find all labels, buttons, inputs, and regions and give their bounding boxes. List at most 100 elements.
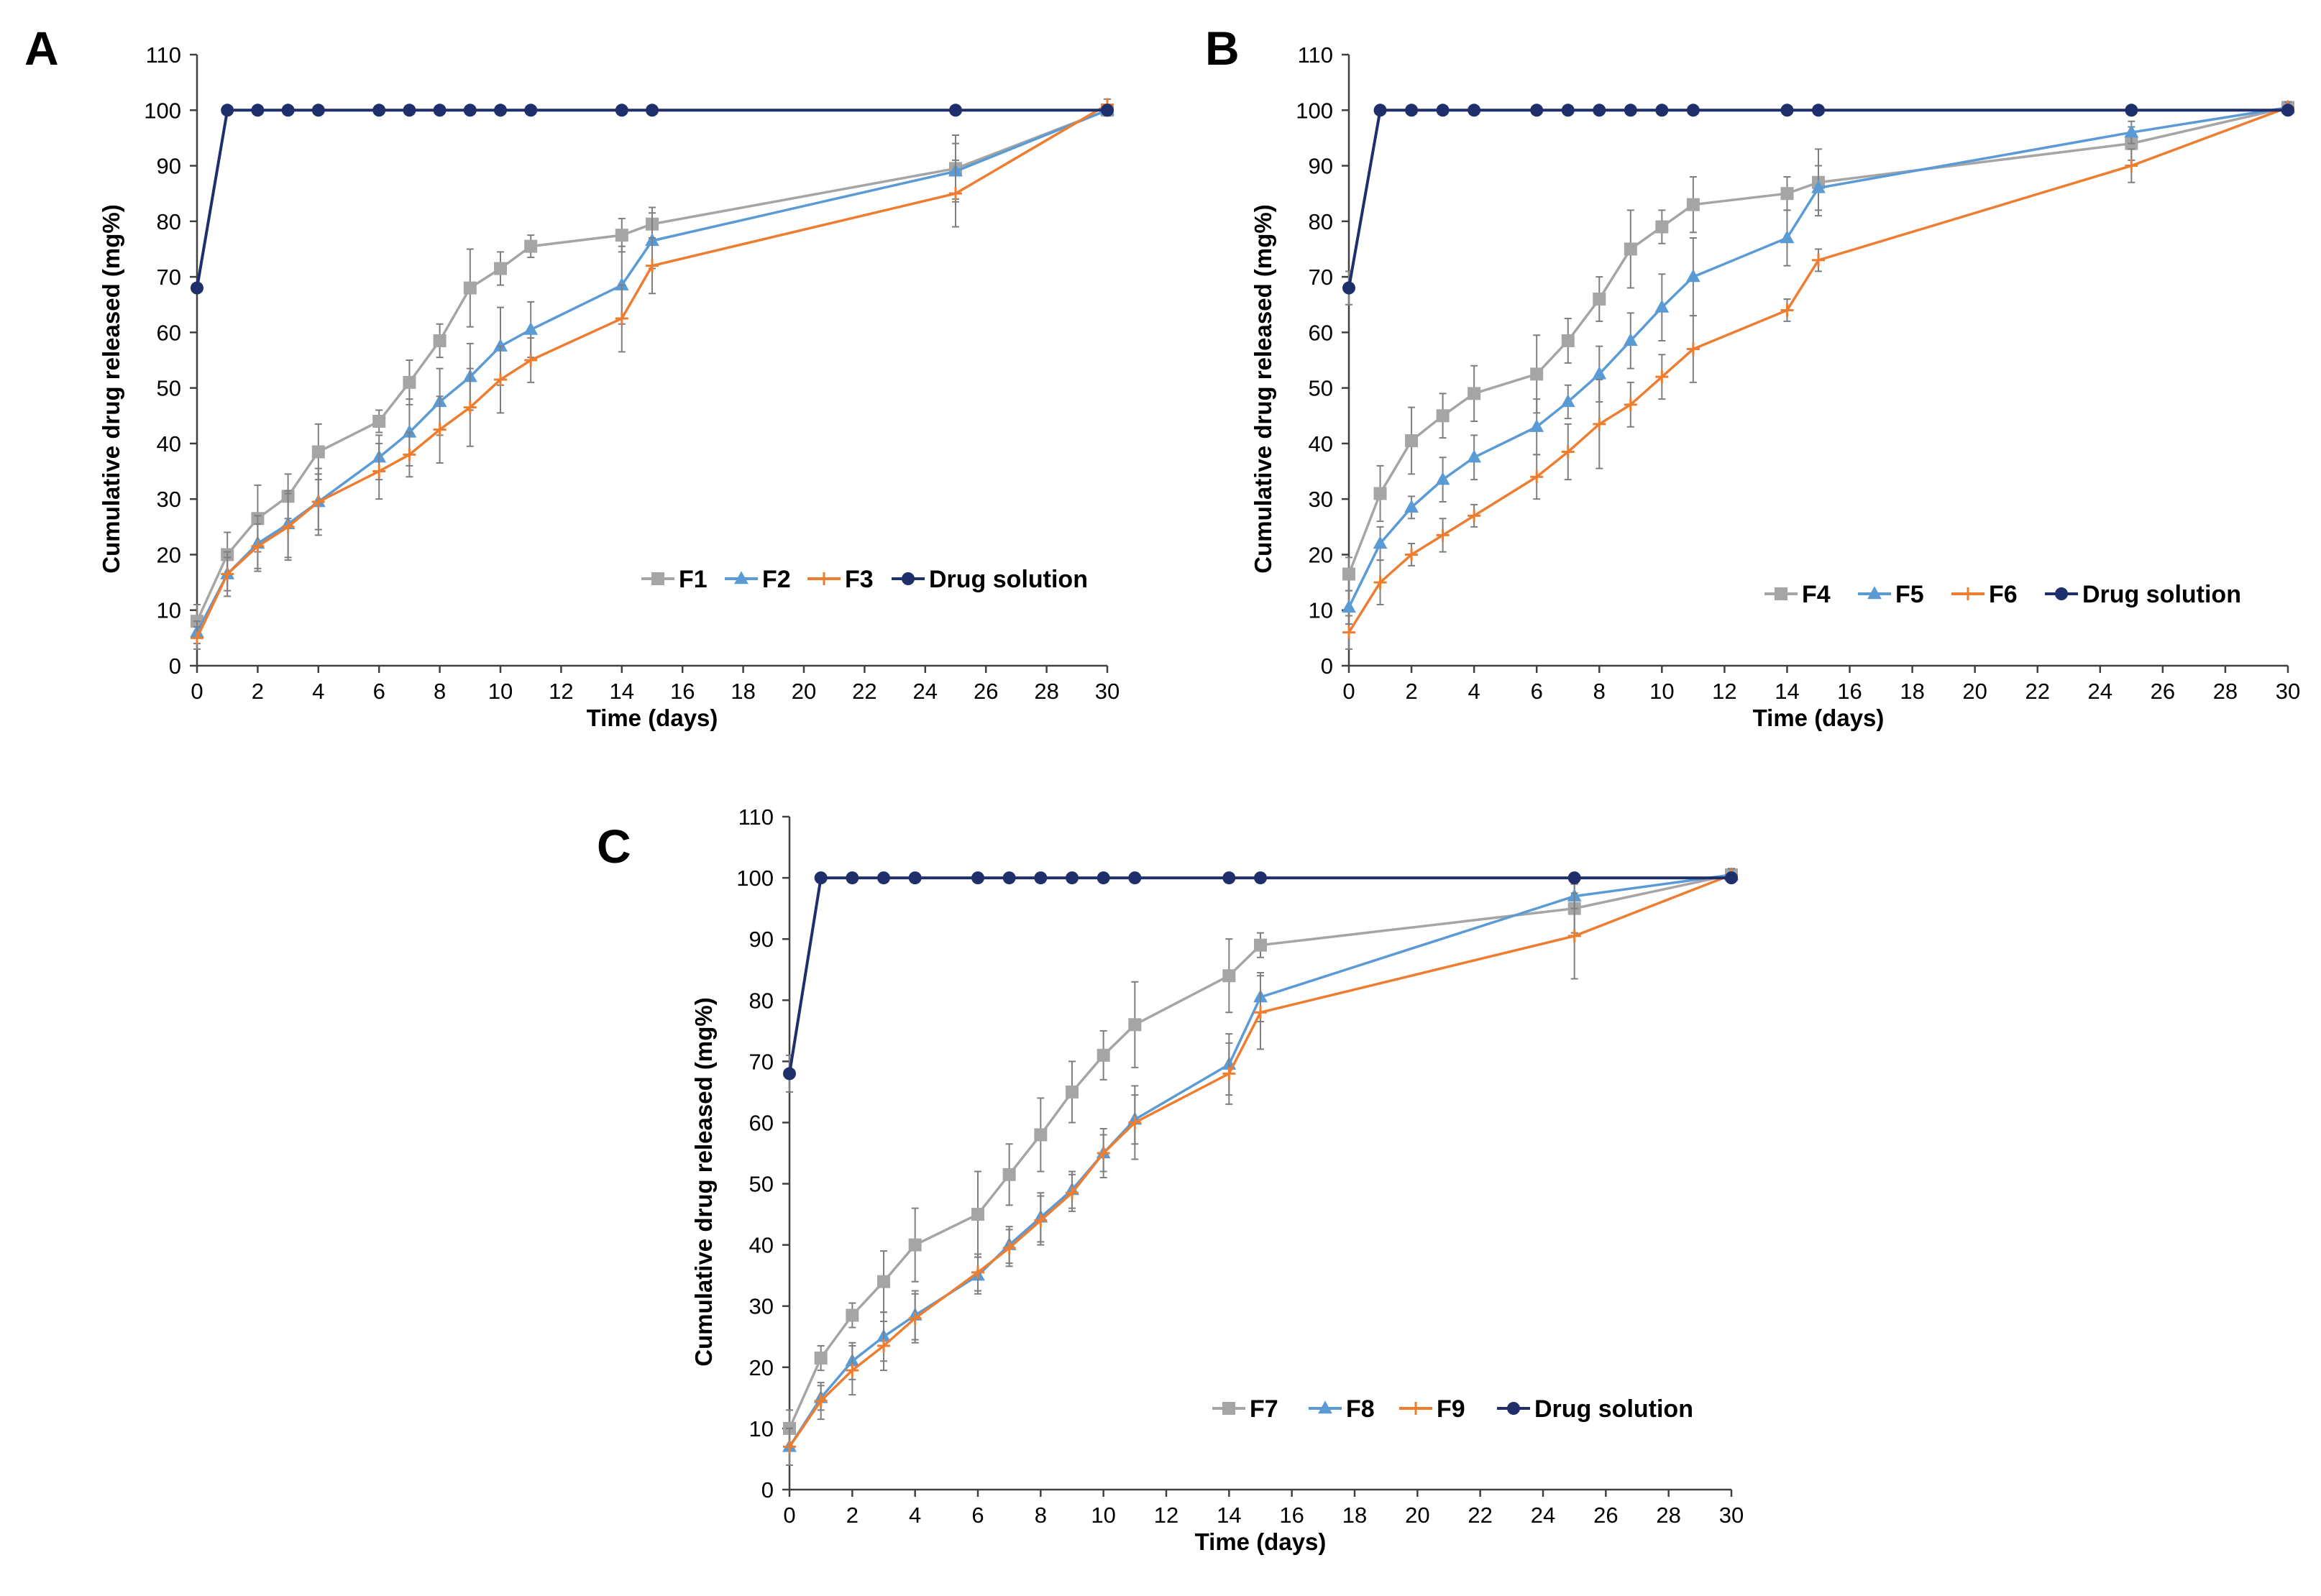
y-tick-label: 100	[144, 98, 181, 123]
y-tick-label: 20	[749, 1355, 774, 1380]
data-point	[433, 104, 447, 117]
x-tick-label: 2	[1405, 679, 1417, 704]
data-point	[877, 1275, 890, 1288]
x-tick-label: 24	[913, 679, 938, 704]
y-tick-label: 10	[157, 598, 181, 623]
data-point	[615, 312, 628, 326]
legend-label: F2	[762, 566, 791, 593]
y-tick-label: 60	[1309, 320, 1333, 345]
data-point	[251, 104, 265, 117]
data-point	[402, 424, 417, 438]
data-point	[1342, 625, 1355, 639]
data-point	[846, 1364, 859, 1377]
series-drug-solution	[191, 104, 1114, 295]
data-point	[1780, 303, 1794, 317]
y-tick-label: 70	[157, 265, 181, 290]
data-point	[1592, 366, 1607, 380]
legend: F1 F2 F3 Drug solution	[641, 566, 1088, 593]
x-tick-label: 4	[909, 1503, 921, 1528]
y-axis-title: Cumulative drug released (mg%)	[1250, 204, 1276, 573]
data-point	[463, 281, 477, 295]
y-tick-label: 100	[1296, 98, 1333, 123]
data-point	[1780, 187, 1794, 201]
x-tick-label: 10	[1649, 679, 1674, 704]
data-point	[1567, 871, 1581, 885]
data-point	[814, 1352, 828, 1365]
panel-label: A	[24, 22, 59, 75]
data-point	[1655, 104, 1669, 117]
y-tick-label: 110	[738, 804, 774, 830]
data-point	[1624, 398, 1637, 411]
x-tick-label: 0	[191, 679, 203, 704]
x-tick-label: 10	[488, 679, 513, 704]
data-point	[1342, 281, 1355, 295]
data-point	[615, 229, 628, 242]
data-point	[1624, 242, 1637, 256]
legend-label: F7	[1250, 1395, 1278, 1423]
legend-label: F6	[1989, 581, 2018, 608]
data-point	[1624, 104, 1637, 117]
x-tick-label: 16	[670, 679, 695, 704]
data-point	[1686, 104, 1700, 117]
data-point	[1034, 1214, 1048, 1227]
y-tick-label: 90	[1309, 154, 1333, 179]
x-tick-label: 6	[1531, 679, 1543, 704]
data-point	[1066, 871, 1079, 885]
data-point	[524, 104, 538, 117]
data-point	[1560, 394, 1575, 408]
data-point	[372, 415, 386, 428]
y-tick-label: 20	[1309, 542, 1333, 567]
data-point	[1529, 418, 1544, 432]
data-point	[1342, 567, 1355, 581]
legend-label: F5	[1895, 581, 1924, 608]
data-point	[877, 1339, 890, 1353]
data-point	[372, 104, 386, 117]
y-tick-label: 0	[169, 653, 181, 679]
x-tick-label: 26	[1593, 1503, 1618, 1528]
data-point	[1404, 499, 1419, 513]
data-point	[1128, 1116, 1142, 1129]
x-tick-label: 0	[1342, 679, 1355, 704]
data-point	[1373, 536, 1388, 549]
data-point	[614, 277, 629, 290]
legend-marker	[1867, 586, 1882, 600]
x-tick-label: 18	[731, 679, 755, 704]
data-point	[311, 104, 325, 117]
data-point	[1655, 370, 1669, 384]
data-point	[1373, 104, 1387, 117]
data-point	[1436, 528, 1450, 542]
y-tick-label: 10	[1309, 598, 1333, 623]
x-tick-label: 8	[1593, 679, 1606, 704]
data-point	[433, 334, 447, 347]
data-point	[1066, 1085, 1079, 1099]
y-tick-label: 80	[749, 988, 774, 1013]
x-tick-label: 22	[2025, 679, 2049, 704]
data-point	[1686, 198, 1700, 211]
panel-label: B	[1205, 22, 1240, 75]
x-tick-label: 6	[373, 679, 385, 704]
data-point	[1530, 104, 1544, 117]
data-point	[1097, 1147, 1110, 1160]
data-point	[494, 262, 507, 275]
data-point	[1811, 180, 1826, 193]
y-tick-label: 110	[1298, 42, 1333, 68]
series-f1	[191, 104, 1114, 639]
x-tick-label: 2	[846, 1503, 859, 1528]
data-point	[524, 239, 538, 253]
series-f4	[1342, 101, 2294, 592]
x-tick-label: 28	[1656, 1503, 1680, 1528]
y-tick-label: 40	[749, 1233, 774, 1258]
data-point	[2281, 104, 2294, 117]
data-point	[403, 448, 416, 462]
x-axis-title: Time (days)	[587, 705, 718, 731]
data-point	[221, 104, 234, 117]
data-point	[846, 871, 859, 885]
x-tick-label: 10	[1091, 1503, 1115, 1528]
y-axis-title: Cumulative drug released (mg%)	[690, 997, 717, 1366]
data-point	[1097, 871, 1110, 885]
data-point	[1254, 938, 1267, 952]
data-point	[908, 1238, 922, 1252]
data-point	[191, 281, 203, 295]
data-point	[2124, 124, 2139, 138]
